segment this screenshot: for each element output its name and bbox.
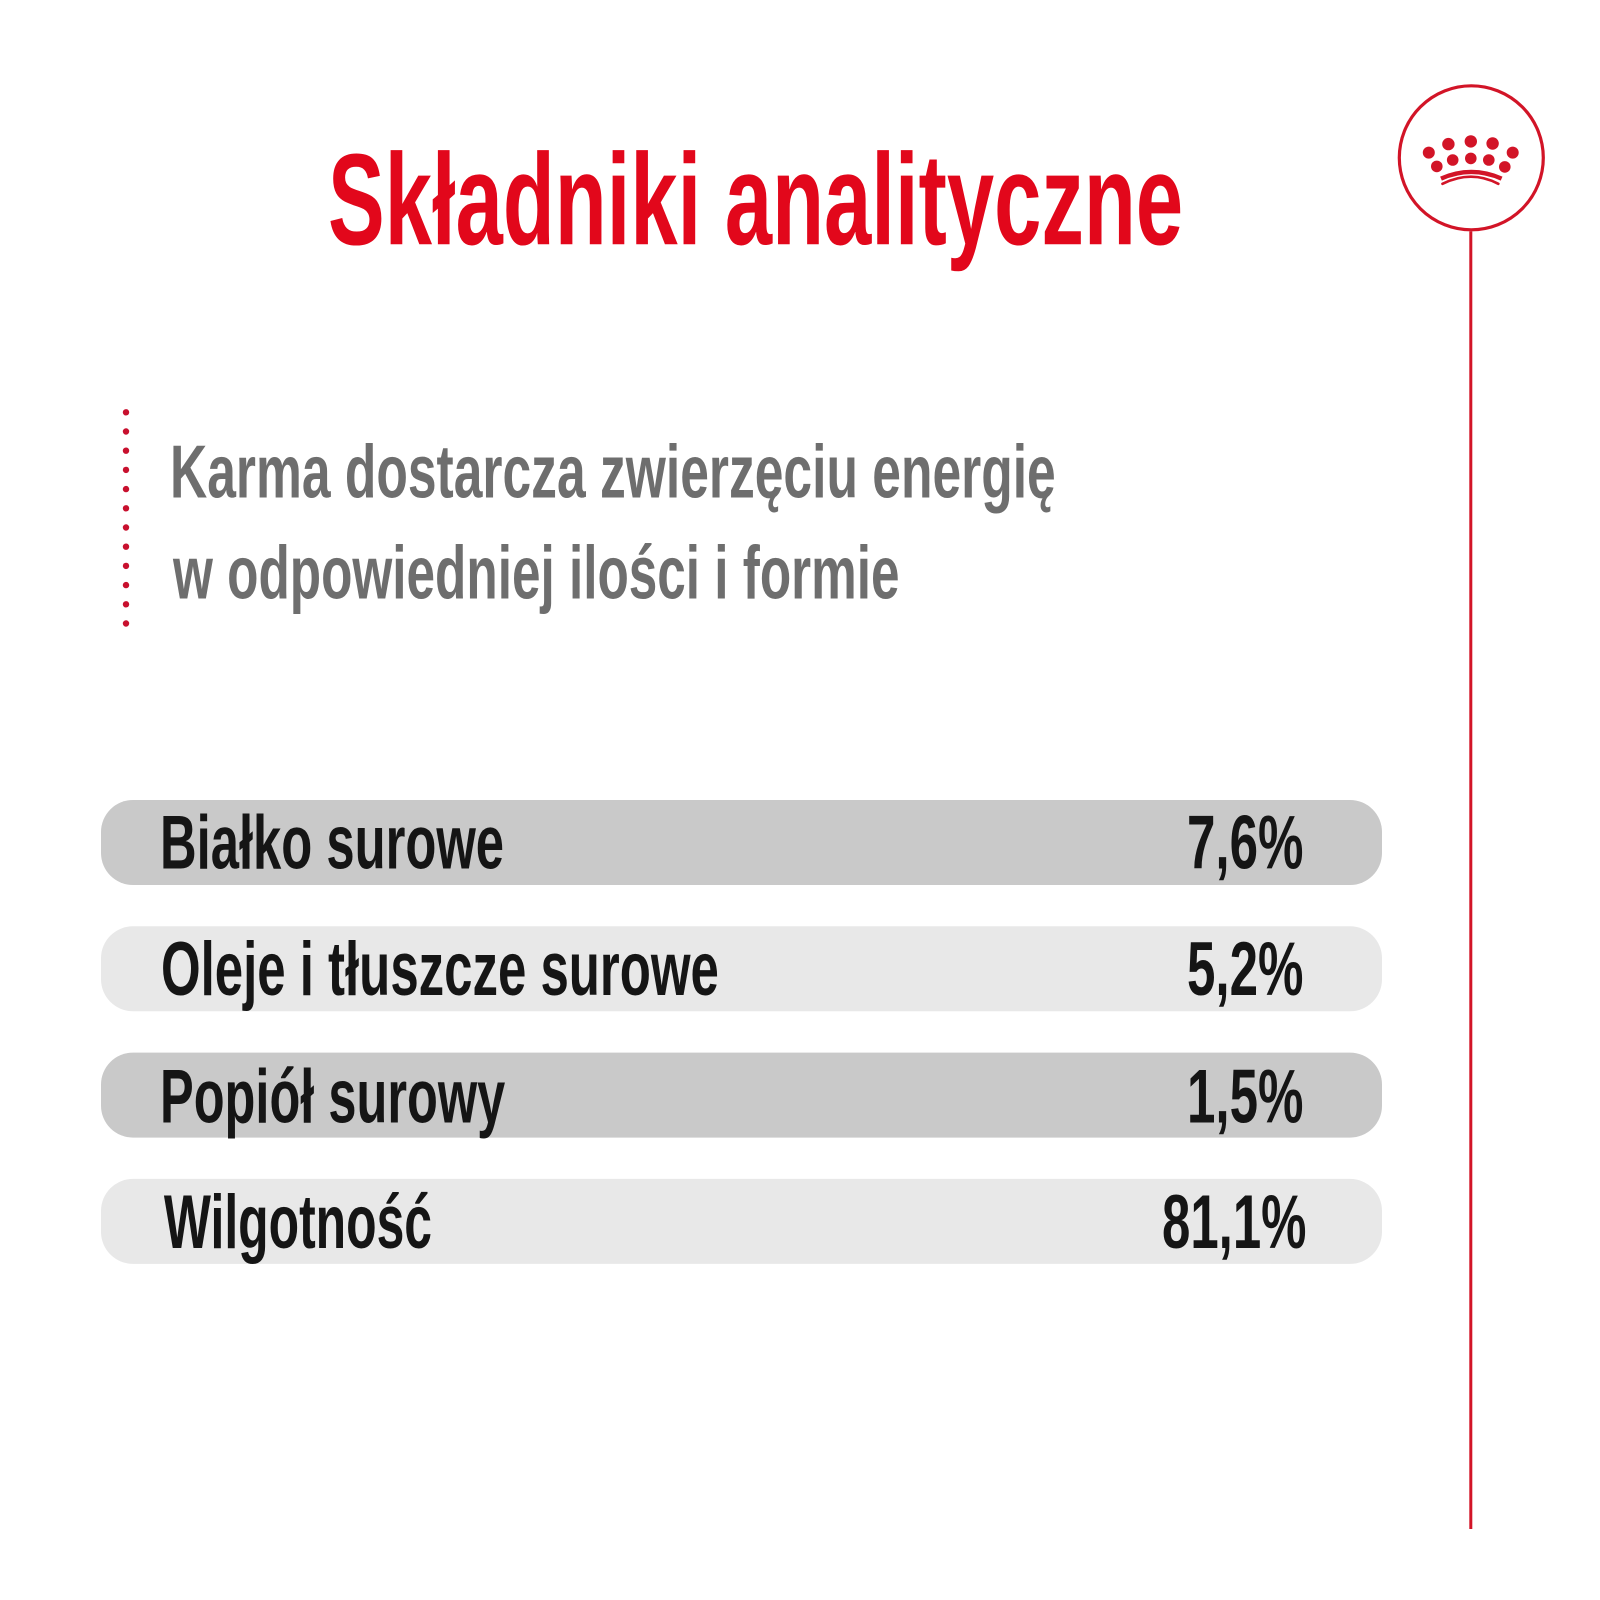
svg-text:81,1%: 81,1% — [1162, 1179, 1306, 1265]
svg-text:Popiół surowy: Popiół surowy — [160, 1054, 505, 1139]
svg-text:Białko surowe: Białko surowe — [160, 800, 504, 885]
svg-text:Oleje i tłuszcze surowe: Oleje i tłuszcze surowe — [161, 926, 719, 1012]
svg-text:5,2%: 5,2% — [1187, 926, 1303, 1012]
svg-text:w odpowiedniej ilości i formie: w odpowiedniej ilości i formie — [172, 531, 899, 615]
svg-text:Składniki analityczne: Składniki analityczne — [328, 128, 1183, 272]
svg-text:Karma dostarcza zwierzęciu ene: Karma dostarcza zwierzęciu energię — [170, 430, 1056, 514]
svg-text:7,6%: 7,6% — [1187, 799, 1303, 885]
svg-text:1,5%: 1,5% — [1187, 1053, 1303, 1139]
svg-text:Wilgotność: Wilgotność — [164, 1180, 432, 1265]
